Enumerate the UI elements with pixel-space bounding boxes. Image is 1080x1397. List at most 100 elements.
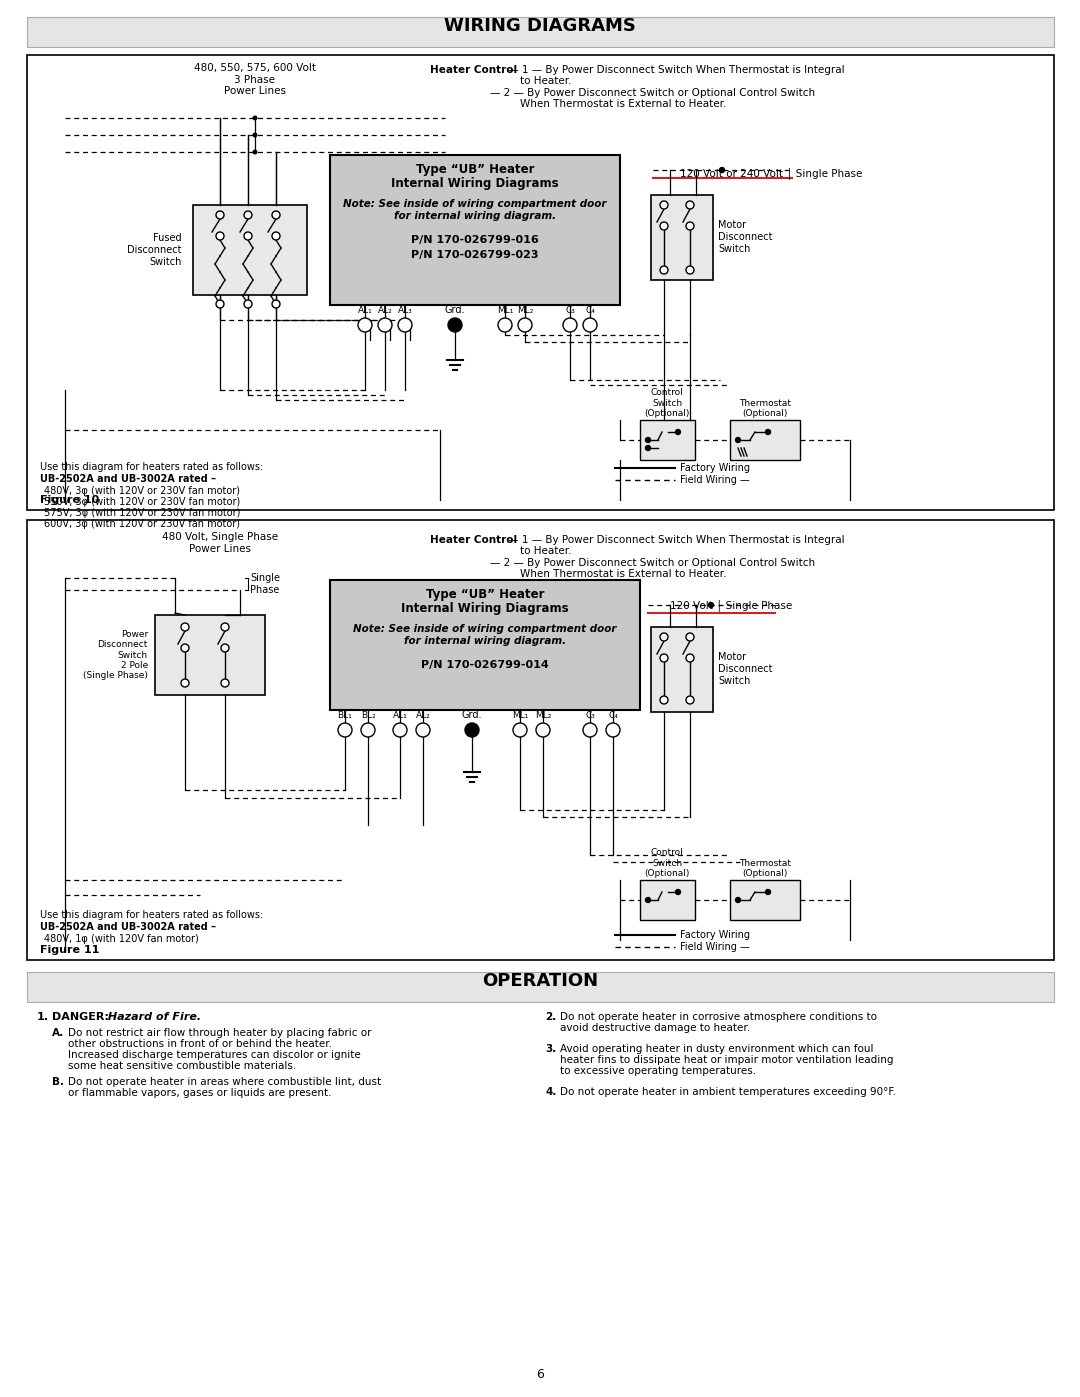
Circle shape [708, 602, 714, 608]
Text: ML₂: ML₂ [517, 306, 534, 314]
Text: avoid destructive damage to heater.: avoid destructive damage to heater. [561, 1023, 751, 1032]
Bar [27, 17, 1054, 47]
Text: Single
Phase: Single Phase [249, 573, 280, 595]
Bar [156, 615, 265, 694]
Circle shape [686, 222, 694, 231]
Bar [730, 420, 800, 460]
Text: 120 Volt │ Single Phase: 120 Volt │ Single Phase [670, 599, 793, 610]
Circle shape [686, 696, 694, 704]
Text: C₃: C₃ [585, 711, 595, 719]
Circle shape [378, 319, 392, 332]
Text: AL₂: AL₂ [416, 711, 430, 719]
Text: A.: A. [52, 1028, 64, 1038]
Circle shape [216, 300, 224, 307]
Text: for internal wiring diagram.: for internal wiring diagram. [394, 211, 556, 221]
Text: Figure 10: Figure 10 [40, 495, 99, 504]
Circle shape [253, 133, 257, 137]
Circle shape [563, 319, 577, 332]
Circle shape [181, 623, 189, 631]
Text: C₃: C₃ [565, 306, 575, 314]
Text: — 2 — By Power Disconnect Switch or Optional Control Switch: — 2 — By Power Disconnect Switch or Opti… [490, 88, 815, 98]
Text: WIRING DIAGRAMS: WIRING DIAGRAMS [444, 17, 636, 35]
Circle shape [272, 232, 280, 240]
Text: C₄: C₄ [585, 306, 595, 314]
Text: — 2 — By Power Disconnect Switch or Optional Control Switch: — 2 — By Power Disconnect Switch or Opti… [490, 557, 815, 569]
Text: Grd.: Grd. [462, 710, 483, 719]
Circle shape [181, 679, 189, 687]
Circle shape [660, 265, 669, 274]
Text: Increased discharge temperatures can discolor or ignite: Increased discharge temperatures can dis… [68, 1051, 361, 1060]
Text: C₄: C₄ [608, 711, 618, 719]
Text: Factory Wiring: Factory Wiring [680, 462, 750, 474]
Bar [640, 420, 696, 460]
Bar [330, 580, 640, 710]
Circle shape [216, 232, 224, 240]
Circle shape [646, 437, 650, 443]
Circle shape [660, 633, 669, 641]
Text: Use this diagram for heaters rated as follows:: Use this diagram for heaters rated as fo… [40, 909, 264, 921]
Text: Field Wiring —: Field Wiring — [680, 942, 750, 951]
Circle shape [660, 201, 669, 210]
Circle shape [244, 232, 252, 240]
Circle shape [735, 437, 741, 443]
Text: 600V, 3φ (with 120V or 230V fan motor): 600V, 3φ (with 120V or 230V fan motor) [44, 520, 240, 529]
Text: DANGER:: DANGER: [52, 1011, 109, 1023]
Circle shape [498, 319, 512, 332]
Text: 6: 6 [536, 1369, 544, 1382]
Circle shape [393, 724, 407, 738]
Circle shape [253, 116, 257, 120]
Text: Internal Wiring Diagrams: Internal Wiring Diagrams [401, 602, 569, 615]
Circle shape [272, 211, 280, 219]
Text: Control
Switch
(Optional): Control Switch (Optional) [645, 848, 690, 877]
Circle shape [399, 319, 411, 332]
Circle shape [766, 429, 770, 434]
Text: Do not restrict air flow through heater by placing fabric or: Do not restrict air flow through heater … [68, 1028, 372, 1038]
Text: to excessive operating temperatures.: to excessive operating temperatures. [561, 1066, 756, 1076]
Text: ML₁: ML₁ [497, 306, 513, 314]
Bar [27, 972, 1054, 1002]
Circle shape [583, 724, 597, 738]
Circle shape [221, 623, 229, 631]
Text: Figure 11: Figure 11 [40, 944, 99, 956]
Text: 480V, 1φ (with 120V fan motor): 480V, 1φ (with 120V fan motor) [44, 935, 199, 944]
Text: or flammable vapors, gases or liquids are present.: or flammable vapors, gases or liquids ar… [68, 1088, 332, 1098]
Text: P/N 170-026799-016: P/N 170-026799-016 [411, 235, 539, 244]
Circle shape [646, 446, 650, 450]
Text: P/N 170-026799-014: P/N 170-026799-014 [421, 659, 549, 671]
Text: Type “UB” Heater: Type “UB” Heater [416, 163, 535, 176]
Text: When Thermostat is External to Heater.: When Thermostat is External to Heater. [519, 99, 727, 109]
Circle shape [181, 644, 189, 652]
Text: Motor
Disconnect
Switch: Motor Disconnect Switch [718, 221, 772, 254]
Circle shape [513, 724, 527, 738]
Text: Hazard of Fire.: Hazard of Fire. [104, 1011, 201, 1023]
Circle shape [686, 201, 694, 210]
Text: AL₁: AL₁ [357, 306, 373, 314]
Circle shape [465, 724, 480, 738]
Text: Note: See inside of wiring compartment door: Note: See inside of wiring compartment d… [343, 198, 607, 210]
Text: 4.: 4. [545, 1087, 556, 1097]
Text: Field Wiring —: Field Wiring — [680, 475, 750, 485]
Text: 480 Volt, Single Phase
Power Lines: 480 Volt, Single Phase Power Lines [162, 532, 278, 553]
Text: UB-2502A and UB-3002A rated –: UB-2502A and UB-3002A rated – [40, 922, 216, 932]
Circle shape [583, 319, 597, 332]
Circle shape [357, 319, 372, 332]
Text: B.: B. [52, 1077, 64, 1087]
Bar [651, 627, 713, 712]
Text: Motor
Disconnect
Switch: Motor Disconnect Switch [718, 652, 772, 686]
Text: When Thermostat is External to Heater.: When Thermostat is External to Heater. [519, 569, 727, 578]
Text: Heater Control: Heater Control [430, 535, 517, 545]
Text: for internal wiring diagram.: for internal wiring diagram. [404, 636, 566, 645]
Text: Grd.: Grd. [445, 305, 465, 314]
Circle shape [719, 168, 725, 172]
Text: ML₁: ML₁ [512, 711, 528, 719]
Text: 120 Volt or 240 Volt │ Single Phase: 120 Volt or 240 Volt │ Single Phase [680, 168, 862, 179]
Text: Fused
Disconnect
Switch: Fused Disconnect Switch [127, 233, 183, 267]
Circle shape [660, 654, 669, 662]
Text: Factory Wiring: Factory Wiring [680, 930, 750, 940]
Text: Control
Switch
(Optional): Control Switch (Optional) [645, 388, 690, 418]
Circle shape [766, 890, 770, 894]
Text: — 1 — By Power Disconnect Switch When Thermostat is Integral: — 1 — By Power Disconnect Switch When Th… [505, 535, 845, 545]
Text: 1.: 1. [37, 1011, 49, 1023]
Circle shape [686, 265, 694, 274]
Circle shape [518, 319, 532, 332]
